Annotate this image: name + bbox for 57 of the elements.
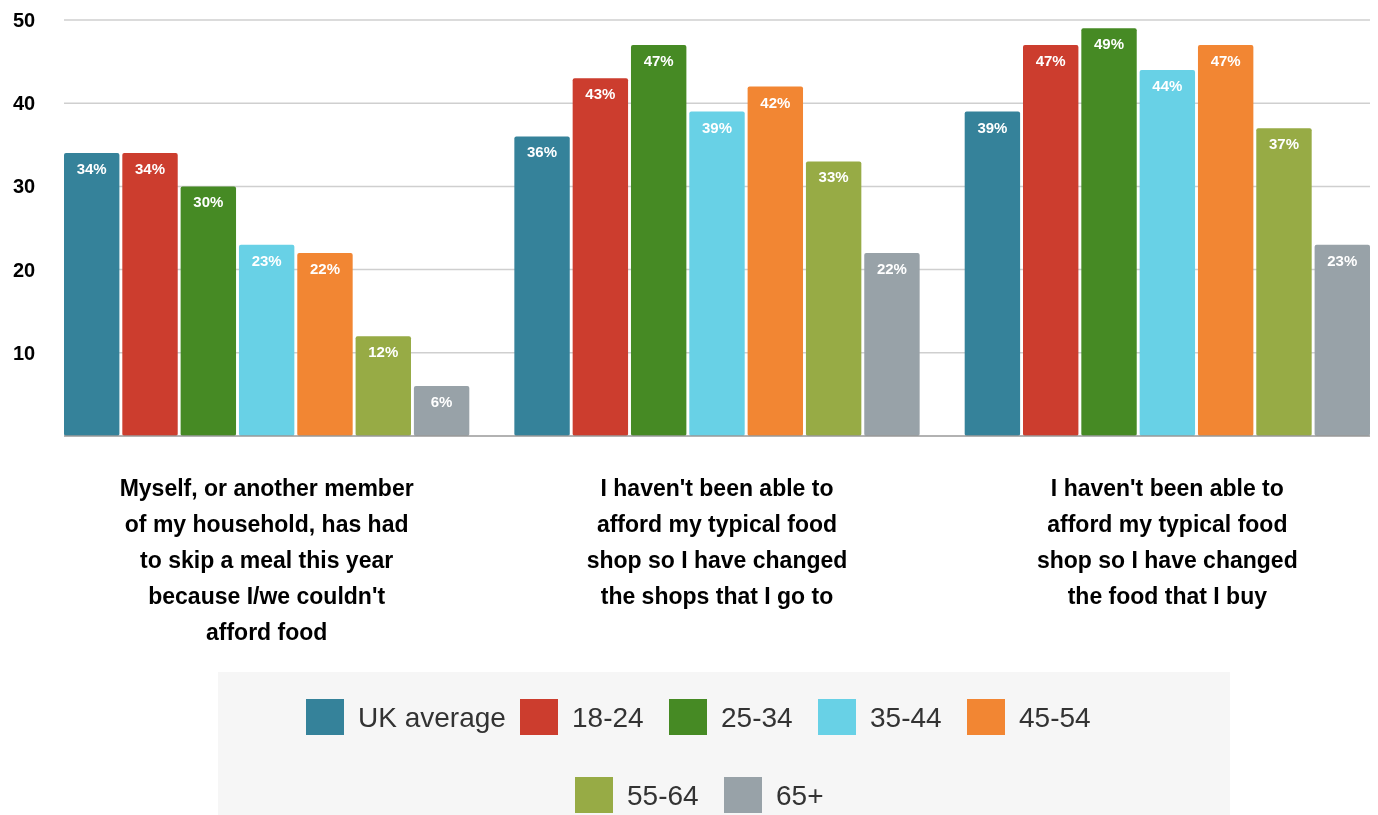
legend-label: 45-54 bbox=[1019, 702, 1091, 733]
bar bbox=[747, 86, 804, 436]
data-label: 47% bbox=[1210, 51, 1241, 69]
legend-label: 18-24 bbox=[572, 702, 644, 733]
bar bbox=[864, 252, 920, 436]
data-label: 39% bbox=[701, 118, 733, 136]
data-label: 22% bbox=[309, 259, 340, 277]
bar bbox=[689, 111, 745, 436]
data-label: 42% bbox=[760, 93, 791, 111]
bar bbox=[805, 161, 862, 436]
data-label: 34% bbox=[76, 160, 107, 178]
x-tick-label: I haven't been able to afford my typical food shop so I have changed the food that I buy bbox=[1036, 475, 1298, 609]
bar bbox=[297, 252, 353, 436]
y-tick-label: 50 bbox=[12, 9, 36, 31]
bar bbox=[64, 153, 120, 436]
data-label: 44% bbox=[1152, 76, 1183, 94]
x-tick-label: Myself, or another member of my household, has had to skip a meal this year because I/we couldn't afford food bbox=[119, 475, 414, 645]
data-label: 37% bbox=[1268, 135, 1299, 153]
data-label: 47% bbox=[643, 51, 674, 69]
bar bbox=[964, 111, 1021, 436]
bar bbox=[1023, 44, 1079, 436]
bar bbox=[355, 336, 411, 436]
y-tick-label: 10 bbox=[12, 341, 36, 364]
data-label: 23% bbox=[251, 251, 282, 269]
y-tick-label: 30 bbox=[12, 175, 36, 198]
data-label: 6% bbox=[430, 393, 453, 411]
legend-label: 35-44 bbox=[870, 702, 942, 733]
data-label: 34% bbox=[135, 160, 166, 178]
bar bbox=[1139, 69, 1196, 436]
bar bbox=[1314, 244, 1370, 436]
data-label: 22% bbox=[876, 259, 907, 277]
bar bbox=[514, 136, 570, 436]
data-label: 47% bbox=[1035, 51, 1066, 69]
data-label: 39% bbox=[977, 118, 1008, 136]
data-label: 30% bbox=[193, 193, 224, 211]
bar bbox=[1197, 44, 1254, 436]
data-label: 36% bbox=[527, 143, 558, 161]
bar bbox=[1081, 28, 1137, 436]
data-label: 33% bbox=[818, 168, 849, 186]
legend-label: 55-64 bbox=[627, 780, 699, 811]
y-tick-label: 20 bbox=[12, 258, 36, 281]
bar bbox=[1256, 128, 1312, 436]
y-tick-label: 40 bbox=[12, 92, 36, 115]
legend-label: 65+ bbox=[776, 780, 824, 811]
bar bbox=[413, 386, 470, 436]
data-label: 12% bbox=[368, 343, 399, 361]
bar bbox=[180, 186, 237, 436]
data-label: 49% bbox=[1094, 35, 1125, 53]
legend-label: UK average bbox=[358, 702, 506, 733]
x-tick-label: I haven't been able to afford my typical food shop so I have changed the shops that I go to bbox=[586, 475, 848, 609]
bar bbox=[238, 244, 295, 436]
bar bbox=[572, 78, 629, 436]
data-label: 43% bbox=[585, 85, 616, 103]
bar bbox=[630, 44, 687, 436]
data-label: 23% bbox=[1327, 251, 1358, 269]
bar bbox=[122, 153, 178, 436]
legend-label: 25-34 bbox=[721, 702, 793, 733]
